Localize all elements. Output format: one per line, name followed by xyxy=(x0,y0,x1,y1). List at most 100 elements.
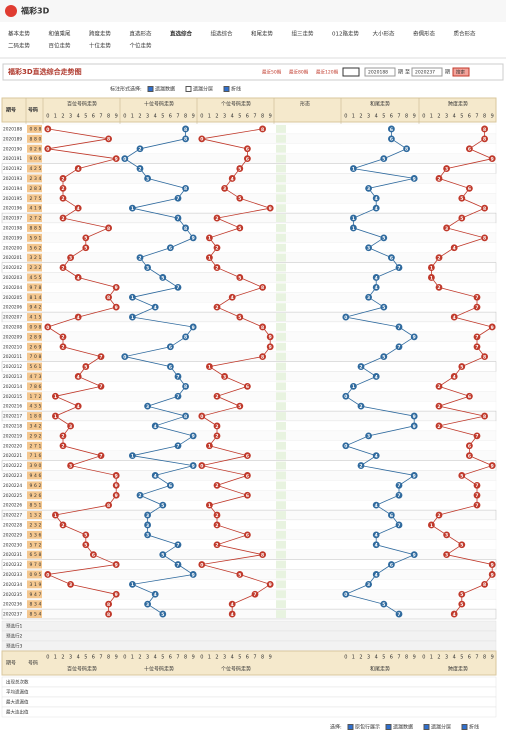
recent-link[interactable]: 最近80期 xyxy=(289,69,309,76)
period: 2020224 xyxy=(3,483,22,489)
form-cell xyxy=(276,174,286,183)
ball-digit: 9 xyxy=(413,473,416,479)
checkbox[interactable] xyxy=(185,86,192,92)
table-header xyxy=(1,650,497,676)
recent-link[interactable]: 最近50期 xyxy=(262,69,282,76)
nav-item[interactable]: 百位走势 xyxy=(49,42,72,50)
nav-item[interactable]: 012路走势 xyxy=(332,30,359,38)
ball xyxy=(259,353,266,361)
ball xyxy=(342,442,350,450)
digit-head: 6 xyxy=(92,655,95,661)
form-cell xyxy=(276,392,286,401)
checkbox[interactable] xyxy=(347,724,354,730)
form-cell xyxy=(276,283,286,292)
ball-digit: 9 xyxy=(413,552,416,558)
ball xyxy=(144,600,152,608)
checkbox[interactable] xyxy=(385,724,392,730)
ball xyxy=(67,462,74,469)
nav-item[interactable]: 组选综合 xyxy=(211,30,234,38)
row-bg xyxy=(1,361,497,372)
number-digit: 0 xyxy=(34,354,37,360)
number-bg xyxy=(27,283,42,292)
number-bg xyxy=(27,481,42,490)
ball-digit: 6 xyxy=(169,483,172,489)
ball xyxy=(174,541,182,549)
checkbox[interactable] xyxy=(461,724,468,730)
input[interactable] xyxy=(364,67,396,77)
section-title: 跨度走势 xyxy=(448,666,468,673)
digit-head: 7 xyxy=(397,114,400,120)
digit-head: 1 xyxy=(430,655,433,661)
number-digit: 0 xyxy=(34,156,37,162)
input[interactable] xyxy=(411,67,443,77)
ball-digit: 9 xyxy=(269,582,272,588)
nav-item[interactable]: 和值乘尾 xyxy=(49,30,72,38)
number-bg xyxy=(27,441,42,450)
ball-digit: 8 xyxy=(184,137,187,143)
ball-digit: 4 xyxy=(231,295,234,301)
checkbox[interactable] xyxy=(223,86,230,92)
nav-item[interactable]: 组三走势 xyxy=(292,30,315,38)
ball-digit: 2 xyxy=(437,513,440,519)
nav-item[interactable]: 直选综合 xyxy=(170,30,193,38)
ball-digit: 0 xyxy=(46,325,49,331)
period: 2020201 xyxy=(3,255,22,261)
ball-digit: 9 xyxy=(115,473,118,479)
ball xyxy=(473,333,481,341)
number-digit: 6 xyxy=(39,532,42,538)
form-cell xyxy=(276,243,286,252)
number-digit: 8 xyxy=(30,612,33,618)
row-bg xyxy=(1,242,497,253)
ball xyxy=(450,244,458,252)
number-digit: 5 xyxy=(34,275,37,281)
section-title: 跨度走势 xyxy=(448,101,468,108)
ball xyxy=(182,125,190,133)
ball-digit: 1 xyxy=(208,503,211,509)
ball-digit: 2 xyxy=(359,463,362,469)
number-digit: 9 xyxy=(30,493,33,499)
ball xyxy=(59,264,67,271)
ball xyxy=(388,135,395,143)
ball-digit: 2 xyxy=(215,483,218,489)
nav-item[interactable]: 基本走势 xyxy=(8,30,31,38)
recent-link[interactable]: 最近120期 xyxy=(316,69,339,76)
ball-digit: 2 xyxy=(61,196,64,202)
search-btn[interactable] xyxy=(452,67,470,77)
period: 2020192 xyxy=(3,166,22,172)
ball-digit: 6 xyxy=(169,246,172,252)
nav-item[interactable]: 大小形态 xyxy=(373,30,396,38)
select[interactable] xyxy=(342,67,360,77)
ball xyxy=(82,531,90,539)
ball xyxy=(473,491,481,499)
nav-item[interactable]: 直选形态 xyxy=(130,30,153,38)
digit-head: 7 xyxy=(475,655,478,661)
trend-line xyxy=(344,128,416,615)
nav-item[interactable]: 跨度走势 xyxy=(89,30,112,38)
ball-digit: 0 xyxy=(344,315,347,321)
nav-item[interactable]: 质合形态 xyxy=(454,30,477,38)
number-digit: 6 xyxy=(39,156,42,162)
ball-digit: 7 xyxy=(176,374,179,380)
ball xyxy=(174,283,182,291)
ball xyxy=(174,392,182,400)
ball xyxy=(372,204,380,212)
nav-item[interactable]: 二码走势 xyxy=(8,42,31,50)
number-digit: 9 xyxy=(34,235,37,241)
footer-row xyxy=(1,686,497,698)
ball-digit: 4 xyxy=(375,572,378,578)
ball xyxy=(236,571,244,578)
row-bg xyxy=(1,559,497,570)
ball-digit: 5 xyxy=(84,364,87,370)
number-bg xyxy=(27,184,42,193)
nav-item[interactable]: 个位走势 xyxy=(130,42,153,50)
nav-item[interactable]: 和尾走势 xyxy=(251,30,274,38)
period: 2020234 xyxy=(3,582,22,588)
row-bg xyxy=(1,282,497,293)
number-bg xyxy=(27,332,42,341)
nav-item[interactable]: 奇偶形态 xyxy=(413,30,436,38)
checkbox[interactable] xyxy=(423,724,430,730)
digit-head: 3 xyxy=(69,655,72,661)
nav-item[interactable]: 十位走势 xyxy=(89,42,112,50)
ball-digit: 3 xyxy=(146,176,149,182)
checkbox[interactable] xyxy=(147,86,154,92)
